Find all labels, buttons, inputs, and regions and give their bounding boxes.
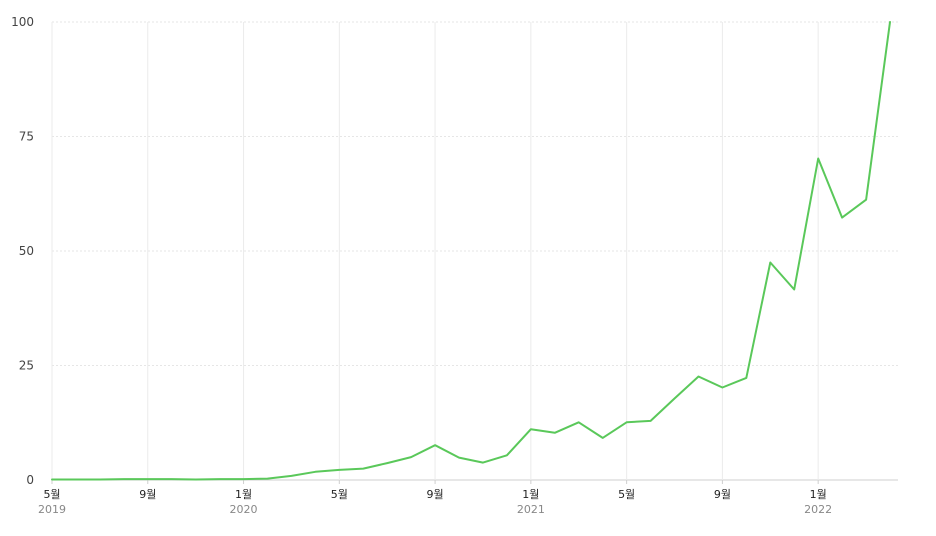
x-year-label-2022: 2022 <box>804 503 832 516</box>
x-year-label-2020: 2020 <box>230 503 258 516</box>
y-tick-label-0: 0 <box>26 473 34 487</box>
y-tick-label-100: 100 <box>11 15 34 29</box>
x-year-label-2019: 2019 <box>38 503 66 516</box>
series-layer <box>51 21 891 481</box>
x-year-label-2021: 2021 <box>517 503 545 516</box>
y-tick-label-25: 25 <box>19 359 34 373</box>
x-tick-label-2020-05: 5월 <box>331 488 348 501</box>
grid <box>51 21 898 484</box>
x-tick-label-2022-01: 1월 <box>810 488 827 501</box>
x-tick-label-2021-05: 5월 <box>618 488 635 501</box>
y-tick-label-50: 50 <box>19 244 34 258</box>
y-tick-label-75: 75 <box>19 130 34 144</box>
x-tick-label-2020-01: 1월 <box>235 488 252 501</box>
x-axis: 5월 2019 9월 1월 2020 5월 9월 1월 2021 5월 9월 1월 2022 <box>38 488 832 516</box>
x-tick-label-2019-05: 5월 <box>43 488 60 501</box>
y-axis: 0 25 50 75 100 <box>11 15 34 487</box>
x-tick-label-2021-01: 1월 <box>522 488 539 501</box>
x-tick-label-2020-09: 9월 <box>427 488 444 501</box>
x-tick-label-2019-09: 9월 <box>139 488 156 501</box>
series-line-0 <box>51 21 891 481</box>
x-tick-label-2021-09: 9월 <box>714 488 731 501</box>
